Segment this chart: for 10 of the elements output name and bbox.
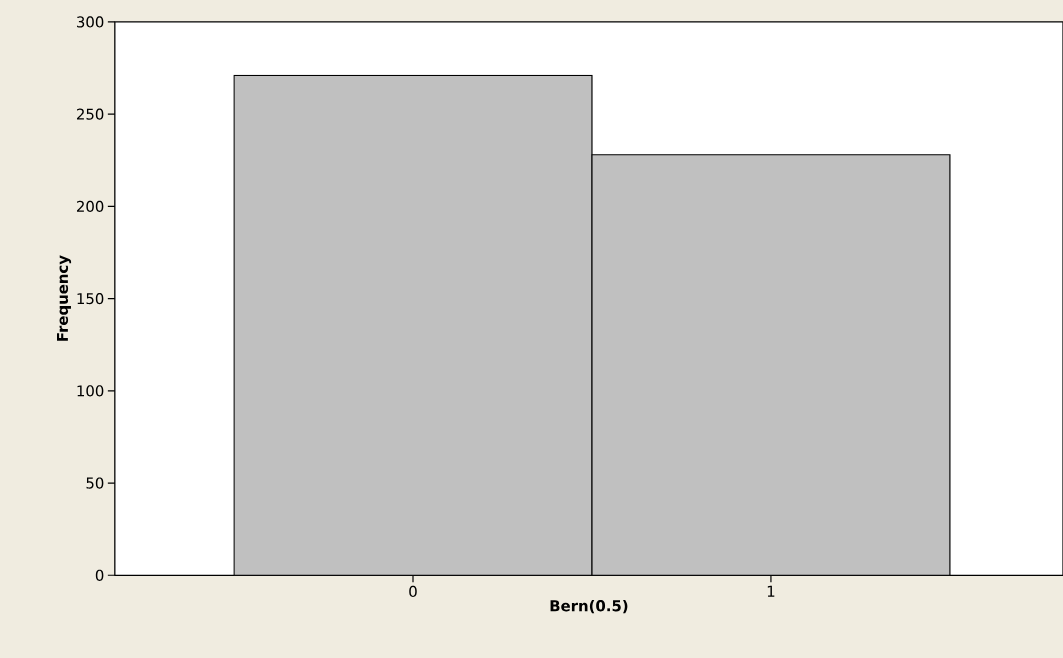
y-tick-label: 0 bbox=[95, 569, 104, 581]
y-tick-label: 250 bbox=[76, 108, 104, 120]
y-tick-label: 300 bbox=[77, 16, 104, 28]
y-axis-title: Frequency bbox=[57, 255, 72, 341]
y-tick-label: 150 bbox=[77, 292, 104, 305]
x-tick-label: 1 bbox=[767, 585, 775, 597]
y-tick-label: 100 bbox=[77, 385, 104, 397]
x-axis-title: Bern(0.5) bbox=[550, 599, 628, 614]
y-tick-label: 50 bbox=[86, 477, 104, 489]
y-tick-label: 200 bbox=[76, 200, 104, 212]
